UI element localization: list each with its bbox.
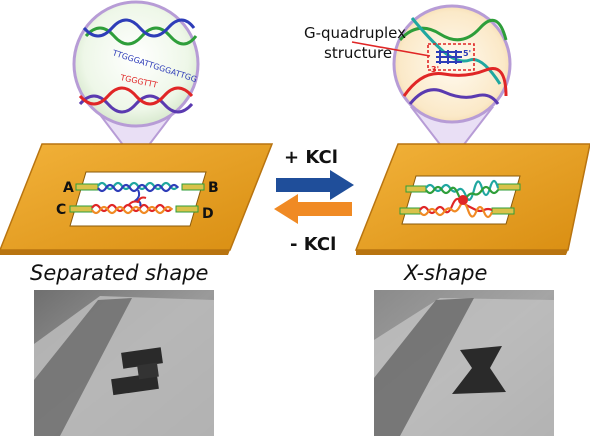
left-micrograph [34,290,214,436]
reverse-arrow-shape [274,194,352,224]
left-frame-edge [0,250,230,255]
forward-arrow: + KCl [276,147,354,200]
right-connector-top-right [497,183,521,191]
left-gstrand-blue [133,189,142,207]
left-bottom-strand-red [78,86,194,106]
right-helix-bottom-red [419,197,493,215]
right-origami-frame [354,143,590,255]
forward-arrow-shape [276,170,354,200]
gquadruplex-label-line2: structure [324,44,392,62]
reverse-arrow: - KCl [274,194,352,255]
left-top-strand-blue [82,18,196,38]
right-connector-top-left [405,185,427,193]
left-connector-c [69,205,93,213]
prime3-label: 3' [431,65,439,74]
gquadruplex-stack [436,50,462,64]
left-top-strand-green [84,26,198,46]
right-callout: 3' 5' [392,4,512,162]
left-connector-d [175,205,199,213]
left-micrograph-cavity-mid [137,362,159,380]
gquadruplex-annotation: G-quadruplex structure [304,24,431,62]
left-bottom-strand-purple [78,94,194,114]
right-strand-teal [410,17,502,85]
left-connector-a [75,183,99,191]
left-helix-bottom-orange [91,205,173,215]
left-connector-b [181,183,205,191]
left-helix-top-blue [97,183,179,193]
gquadruplex-pointer [351,41,431,57]
left-callout: TTGGGATTGGGATTGG TGGGTTT [72,0,200,164]
right-strand-purple [408,88,500,105]
right-frame-edge [356,250,568,255]
right-strand-red [402,67,508,97]
right-gquadruplex-knot [458,195,468,205]
prime5-label: 5' [463,49,471,58]
right-helix-top-teal [425,179,500,201]
left-micrograph-edge [34,298,132,436]
right-helix-bottom-orange [419,201,494,219]
right-micrograph-x-cavity-bottom [452,368,506,394]
right-micrograph [374,290,554,436]
right-connector-bottom-left [399,207,421,215]
corner-label-c: C [56,202,66,218]
left-origami-frame: A B C D [0,143,274,255]
left-helix-bottom-red [91,203,173,213]
right-micrograph-edge [374,298,474,436]
left-helix-top-teal [97,181,179,191]
corner-label-d: D [202,206,214,222]
right-connector-bottom-right [491,207,515,215]
corner-label-b: B [208,180,219,196]
plus-kcl-label: + KCl [284,147,338,168]
corner-label-a: A [63,180,74,196]
left-gstrand-red [127,196,147,207]
right-caption: X-shape [403,261,487,285]
left-micrograph-cavity-bottom [111,372,159,396]
gquadruplex-label-line1: G-quadruplex [304,24,406,42]
minus-kcl-label: - KCl [290,234,336,255]
right-micrograph-x-cavity-top [460,346,502,368]
gquadruplex-box [427,43,475,71]
left-caption: Separated shape [30,261,208,285]
